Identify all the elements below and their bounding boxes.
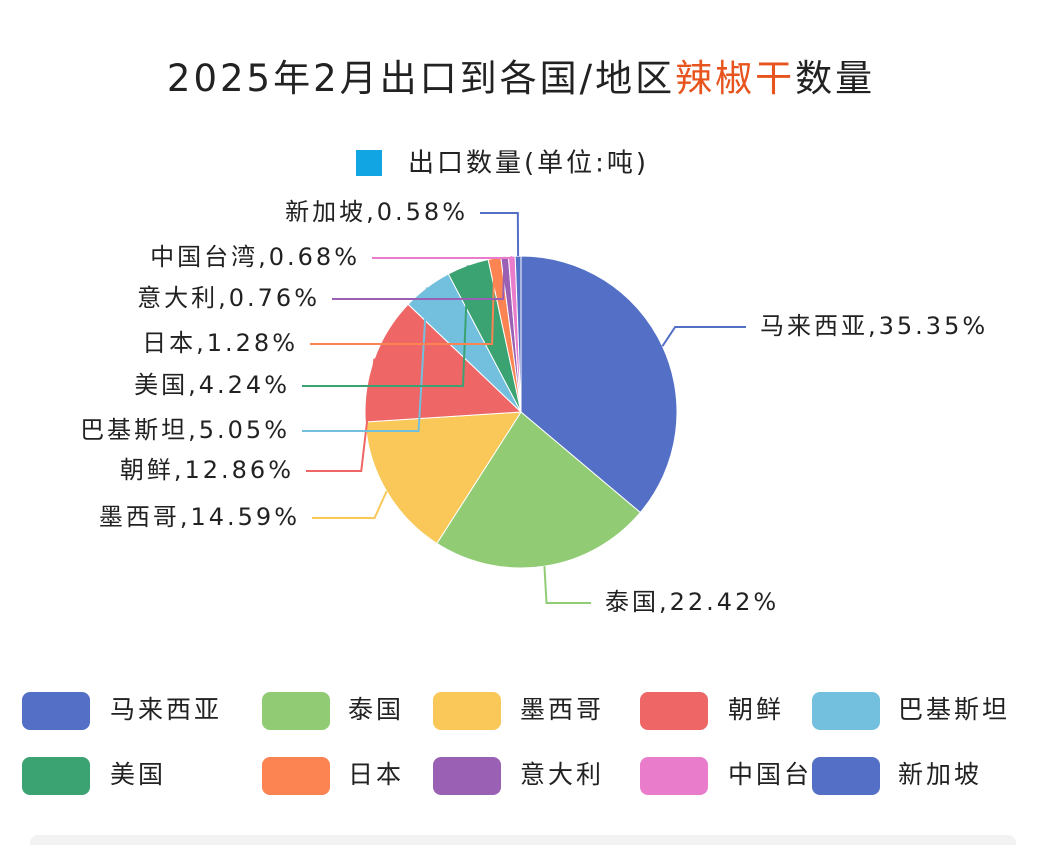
leader-line (332, 256, 506, 300)
leader-line (302, 287, 429, 432)
legend-swatch (22, 757, 90, 795)
legend-swatch (262, 757, 330, 795)
legend-label: 意大利 (520, 760, 604, 789)
legend-swatch (812, 692, 880, 730)
legend-swatch (640, 692, 708, 730)
data-label: 新加坡,0.58% (285, 198, 468, 226)
leader-line (312, 490, 388, 519)
legend-swatch (262, 692, 330, 730)
legend-swatch (22, 692, 90, 730)
legend-label: 巴基斯坦 (898, 695, 1010, 724)
data-label: 泰国,22.42% (605, 588, 779, 616)
data-label: 中国台湾,0.68% (150, 243, 360, 271)
data-label: 意大利,0.76% (137, 284, 320, 312)
legend-label: 泰国 (348, 695, 404, 724)
leader-line (306, 358, 376, 472)
data-label: 朝鲜,12.86% (120, 456, 294, 484)
leader-line (543, 566, 591, 604)
chart-title: 2025年2月出口到各国/地区辣椒干数量 (167, 57, 875, 100)
data-label: 马来西亚,35.35% (760, 312, 988, 340)
pie-slice (520, 255, 678, 514)
data-label: 美国,4.24% (134, 371, 290, 399)
legend-swatch (433, 757, 501, 795)
data-label: 巴基斯坦,5.05% (80, 416, 290, 444)
leader-line (661, 326, 746, 347)
leader-line (302, 265, 469, 387)
title-highlight: 辣椒干 (675, 57, 795, 100)
legend-swatch (640, 757, 708, 795)
legend-swatch (356, 150, 382, 176)
leader-line (372, 255, 513, 259)
leader-line (480, 212, 520, 257)
legend-label: 出口数量(单位:吨) (408, 149, 649, 179)
legend-swatch (433, 692, 501, 730)
data-label: 日本,1.28% (142, 329, 298, 357)
legend-label: 马来西亚 (110, 695, 222, 724)
data-label: 墨西哥,14.59% (99, 503, 300, 531)
footer-bar (30, 835, 1016, 849)
legend-swatch (812, 757, 880, 795)
title-part: 数量 (795, 57, 875, 100)
legend-label: 美国 (110, 760, 166, 789)
legend-label: 新加坡 (898, 760, 982, 789)
legend-label: 朝鲜 (728, 695, 784, 724)
legend-label: 日本 (348, 760, 404, 789)
title-part: 2025年2月出口到各国/地区 (167, 57, 675, 100)
leader-line (310, 258, 496, 345)
legend-label: 墨西哥 (520, 695, 604, 724)
